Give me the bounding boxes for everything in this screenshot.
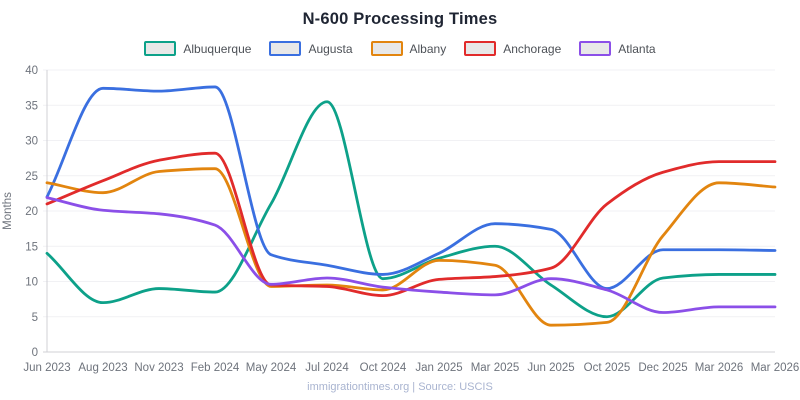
x-tick-label: Nov 2023: [134, 362, 183, 374]
series-line-augusta: [45, 85, 777, 290]
x-tick-label: Mar 2025: [471, 362, 520, 374]
y-tick-label: 25: [25, 171, 38, 183]
x-tick-label: May 2024: [246, 362, 297, 374]
x-tick-label: Oct 2025: [584, 362, 631, 374]
x-tick-label: Mar 2026: [751, 362, 800, 374]
legend-item-atlanta[interactable]: Atlanta: [579, 41, 656, 56]
y-tick-label: 20: [25, 206, 38, 218]
x-tick-label: Oct 2024: [360, 362, 407, 374]
x-tick-label: Jun 2023: [23, 362, 70, 374]
x-tick-label: Mar 2026: [695, 362, 744, 374]
y-tick-label: 15: [25, 241, 38, 253]
legend-item-augusta[interactable]: Augusta: [269, 41, 353, 56]
legend-item-anchorage[interactable]: Anchorage: [464, 41, 561, 56]
legend-item-albuquerque[interactable]: Albuquerque: [144, 41, 251, 56]
x-tick-label: Jul 2024: [305, 362, 349, 374]
y-axis-title: Months: [2, 192, 14, 230]
y-tick-label: 0: [32, 347, 38, 359]
y-tick-label: 5: [32, 312, 38, 324]
legend-swatch-augusta: [269, 41, 302, 56]
legend-label: Albany: [409, 41, 447, 56]
legend-swatch-albuquerque: [144, 41, 177, 56]
y-tick-label: 10: [25, 277, 38, 289]
y-tick-label: 30: [25, 136, 38, 148]
x-tick-label: Jun 2025: [527, 362, 574, 374]
series-line-atlanta: [45, 196, 777, 314]
legend-item-albany[interactable]: Albany: [370, 41, 447, 56]
legend: Albuquerque Augusta Albany Anchorage Atlanta: [0, 41, 800, 56]
legend-label: Albuquerque: [183, 41, 252, 56]
chart-title: N-600 Processing Times: [302, 10, 498, 28]
y-tick-label: 40: [25, 65, 38, 77]
x-tick-label: Aug 2023: [78, 362, 127, 374]
y-tick-label: 35: [25, 100, 38, 112]
legend-label: Augusta: [308, 41, 353, 56]
legend-swatch-atlanta: [579, 41, 612, 56]
series-line-anchorage: [45, 151, 777, 297]
series-line-albany: [45, 167, 777, 327]
legend-label: Anchorage: [503, 41, 562, 56]
source-credit: immigrationtimes.org | Source: USCIS: [307, 381, 493, 393]
legend-swatch-albany: [370, 41, 403, 56]
legend-swatch-anchorage: [464, 41, 497, 56]
legend-label: Atlanta: [618, 41, 656, 56]
series-line-albuquerque: [45, 100, 777, 319]
x-tick-label: Jan 2025: [415, 362, 462, 374]
x-tick-label: Dec 2025: [638, 362, 687, 374]
x-tick-label: Feb 2024: [191, 362, 240, 374]
